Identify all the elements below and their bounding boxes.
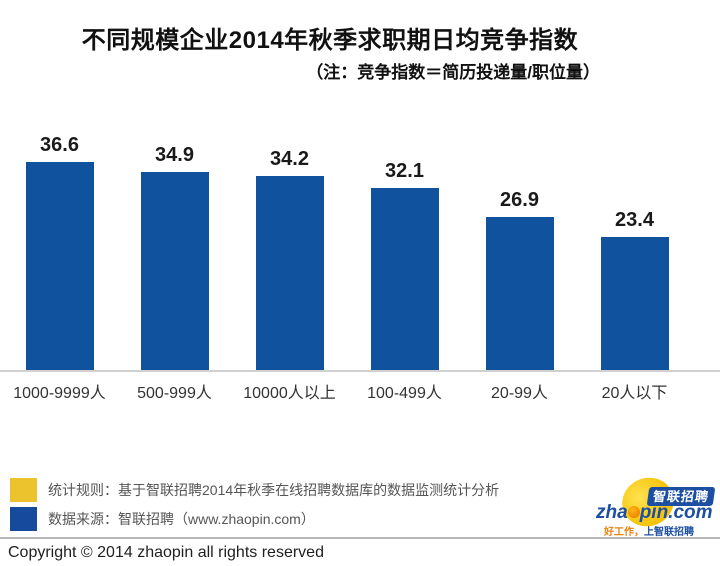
legend-label: 数据来源：智联招聘（www.zhaopin.com） [48,511,315,527]
chart-title: 不同规模企业2014年秋季求职期日均竞争指数 [81,27,579,54]
bar [255,176,324,370]
bar-value-label: 36.6 [40,134,79,156]
bar-value-label: 26.9 [500,189,539,211]
logo-domain-prefix: zha [596,502,628,523]
tagline-right: 上智联招聘 [644,527,694,538]
x-axis-tick-label: 100-499人 [367,385,442,402]
zhaopin-logo: 智联招聘 zha pin.com 好工作，上智联招聘 [596,470,718,538]
x-axis-tick-label: 20-99人 [491,385,548,402]
x-axis-tick-label: 500-999人 [137,385,212,402]
bar-chart: 36.6 34.9 34.2 32.1 26.9 23.4 [2,100,692,370]
x-axis-tick-label: 20人以下 [601,385,668,402]
bar-group: 34.2 [232,100,347,370]
source-legend: 统计规则：基于智联招聘2014年秋季在线招聘数据库的数据监测统计分析 数据来源：… [10,478,499,536]
tagline-left: 好工作， [604,527,644,538]
x-axis-tick-label: 10000人以上 [243,385,336,402]
footer-divider [0,537,720,539]
bar-value-label: 34.9 [155,144,194,166]
yellow-swatch-icon [10,478,37,502]
blue-swatch-icon [10,507,37,531]
bar [485,217,554,370]
bar-group: 34.9 [117,100,232,370]
bar-group: 26.9 [462,100,577,370]
copyright-text: Copyright © 2014 zhaopin all rights rese… [8,544,324,561]
legend-row-rules: 统计规则：基于智联招聘2014年秋季在线招聘数据库的数据监测统计分析 [10,478,499,502]
bar [370,188,439,370]
bar [140,172,209,370]
logo-domain-suffix: pin.com [639,502,713,523]
logo-tagline: 好工作，上智联招聘 [604,523,694,538]
orange-dot-icon [627,506,640,518]
bar-group: 32.1 [347,100,462,370]
bar-value-label: 34.2 [270,148,309,170]
bar [600,237,669,370]
legend-row-source: 数据来源：智联招聘（www.zhaopin.com） [10,507,499,531]
bar-value-label: 23.4 [615,209,654,231]
bar [25,162,94,370]
chart-subtitle: （注：竞争指数＝简历投递量/职位量） [306,63,600,82]
bar-value-label: 32.1 [385,160,424,182]
x-axis-tick-label: 1000-9999人 [13,385,106,402]
x-axis-line [0,370,720,372]
legend-label: 统计规则：基于智联招聘2014年秋季在线招聘数据库的数据监测统计分析 [48,482,500,498]
bar-group: 36.6 [2,100,117,370]
bar-group: 23.4 [577,100,692,370]
x-axis-labels: 1000-9999人 500-999人 10000人以上 100-499人 20… [2,379,692,403]
logo-domain-text: zha pin.com [596,502,713,524]
